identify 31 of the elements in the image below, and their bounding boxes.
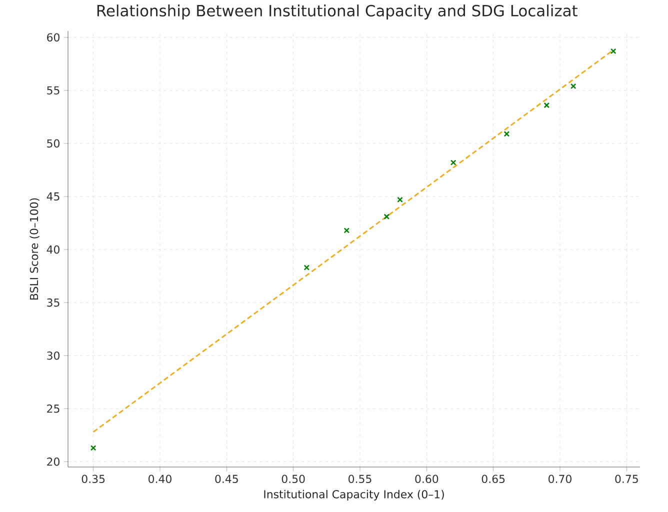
x-axis-title: Institutional Capacity Index (0–1) xyxy=(264,490,444,501)
point xyxy=(570,83,576,90)
y-tick-label: 40 xyxy=(46,245,60,254)
y-tick-label: 30 xyxy=(47,351,60,360)
point xyxy=(450,160,456,166)
point xyxy=(504,130,510,137)
chart-title: Relationship Between Institutional Capacity and SDG Localizat xyxy=(97,4,578,20)
y-tick-label: 45 xyxy=(46,192,60,201)
y-axis-title: BSLI Score (0–100) xyxy=(30,198,40,300)
y-tick-label: 50 xyxy=(47,139,60,148)
y-tick-label: 25 xyxy=(47,404,60,413)
x-tick-label: 0.75 xyxy=(615,474,638,484)
point xyxy=(304,264,310,270)
y-tick-label: 55 xyxy=(47,86,60,94)
y-tick-label: 60 xyxy=(47,33,60,42)
x-tick-label: 0.60 xyxy=(415,474,438,484)
y-tick-label: 20 xyxy=(47,458,60,466)
point xyxy=(397,196,403,203)
x-tick-label: 0.70 xyxy=(548,474,572,484)
x-tick-label: 0.45 xyxy=(215,474,238,484)
point xyxy=(544,102,550,108)
x-tick-label: 0.50 xyxy=(282,474,305,484)
point xyxy=(90,445,96,451)
x-tick-label: 0.35 xyxy=(82,474,105,484)
point xyxy=(344,228,350,234)
x-tick-label: 0.65 xyxy=(482,474,505,484)
y-tick-label: 35 xyxy=(47,298,60,307)
point xyxy=(384,214,390,220)
x-tick-label: 0.40 xyxy=(148,474,172,484)
x-tick-label: 0.55 xyxy=(348,474,372,484)
point xyxy=(610,48,616,54)
